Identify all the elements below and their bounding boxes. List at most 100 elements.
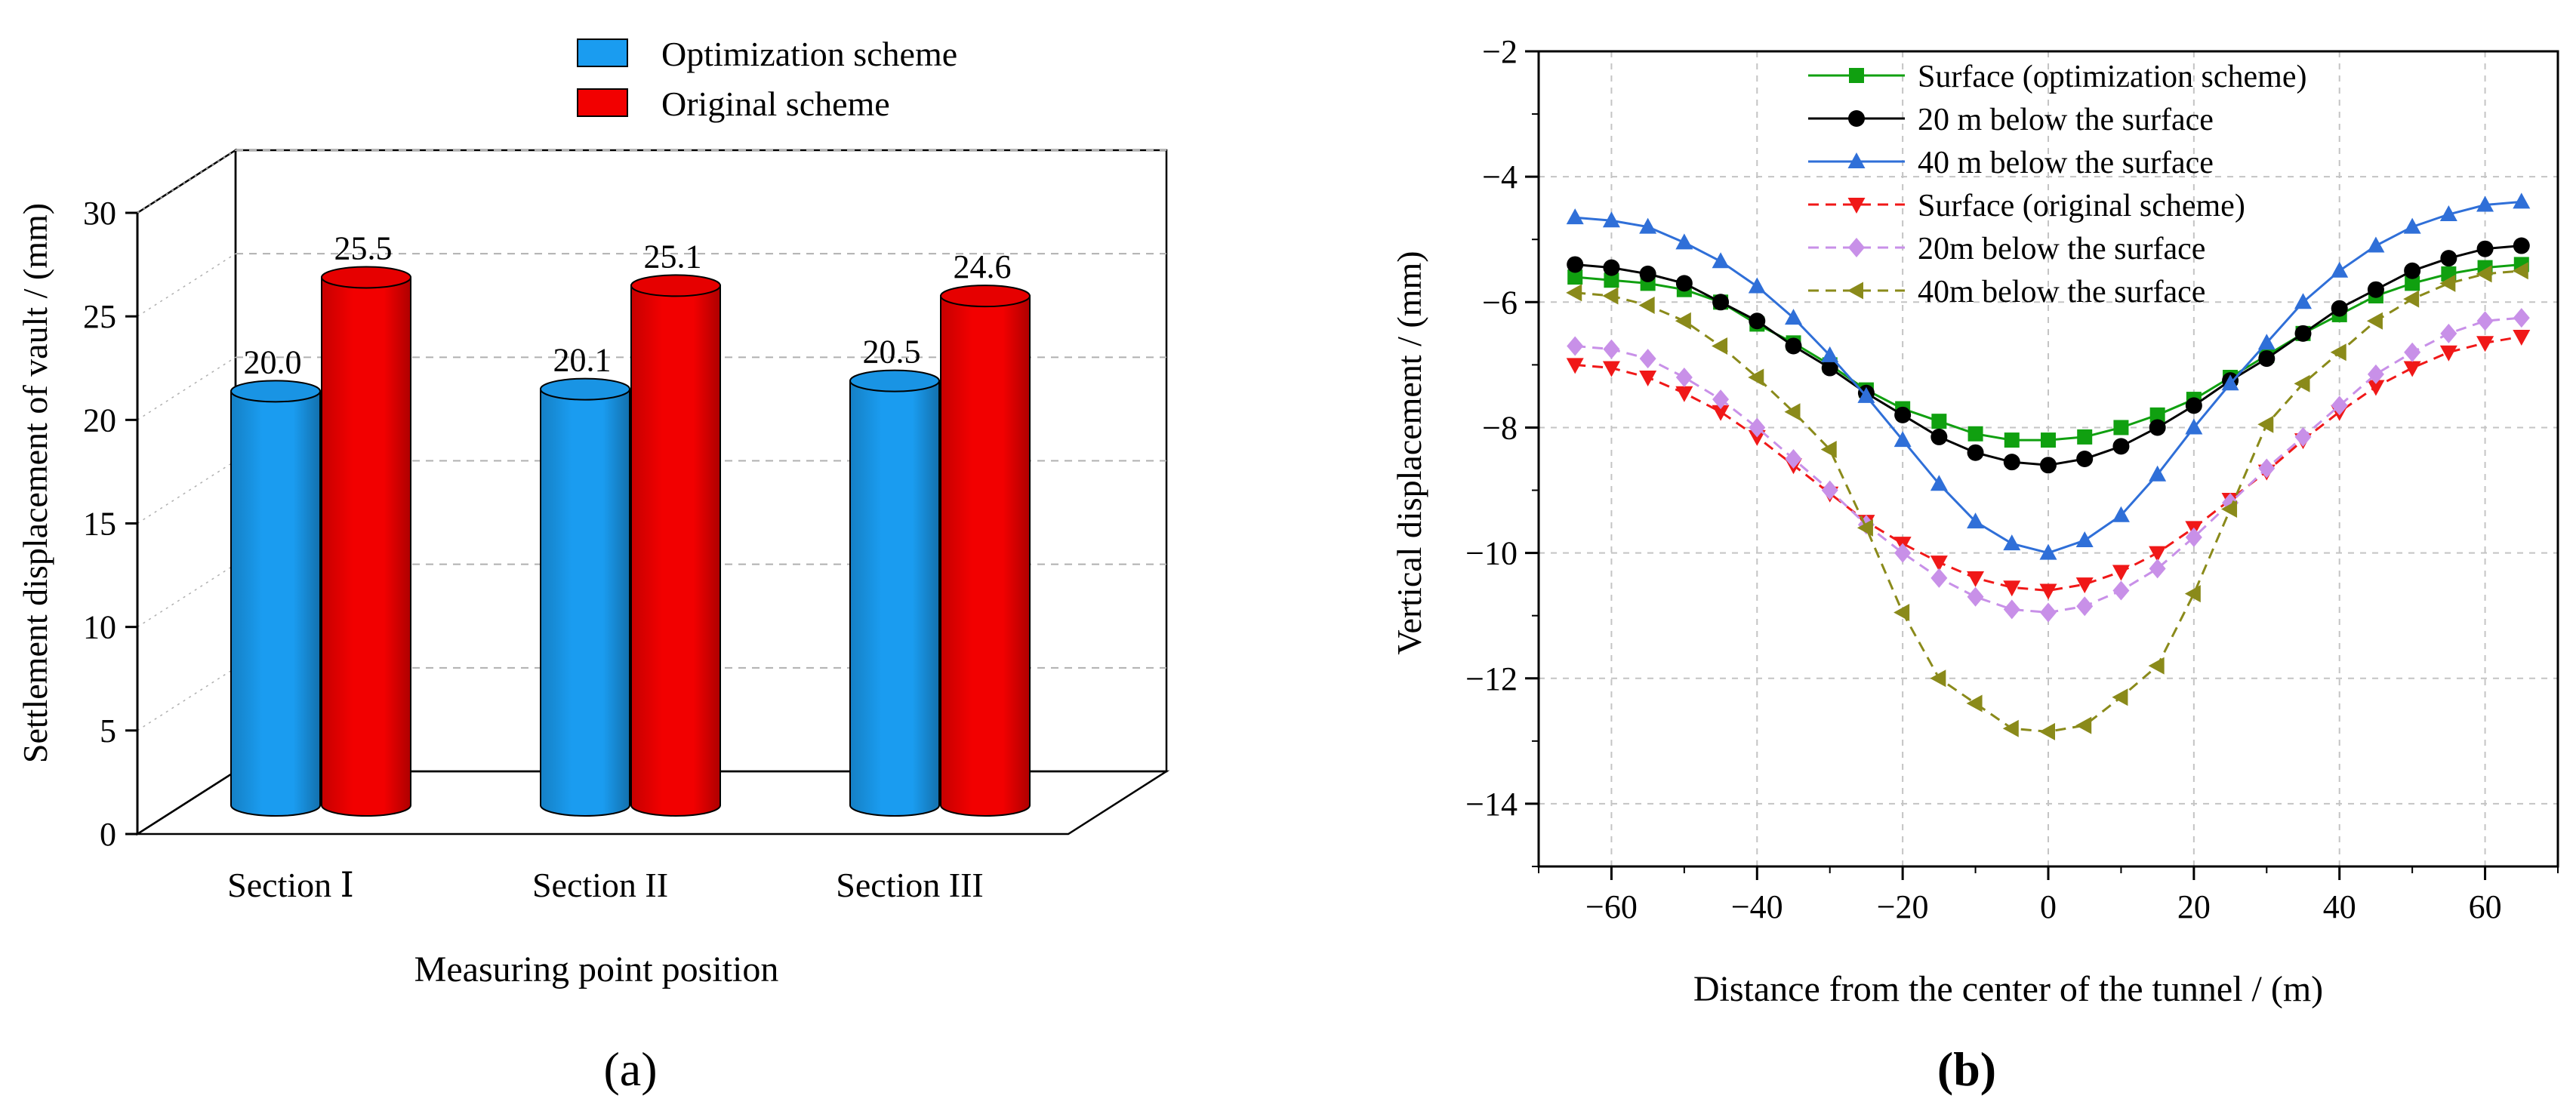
bar-chart-y-axis-label: Settlement displacement of vault / (mm) [16, 203, 54, 763]
data-point [1748, 368, 1764, 386]
data-point [2366, 312, 2383, 330]
y-tick-label: 20 [83, 402, 116, 439]
bar-value-label: 24.6 [954, 248, 1012, 285]
data-point [2476, 265, 2492, 283]
cylinder-body [849, 380, 940, 817]
data-point [2041, 432, 2056, 448]
data-point [2439, 274, 2456, 292]
series-6 [1566, 262, 2528, 740]
data-point [2257, 415, 2274, 433]
bar-value-label: 25.5 [334, 229, 393, 266]
data-point [2513, 330, 2531, 346]
data-point [1639, 349, 1656, 369]
data-point [2258, 458, 2276, 479]
data-point [2331, 261, 2349, 278]
bar-value-label: 25.1 [644, 238, 702, 275]
bar-original-2: 25.1 [630, 238, 721, 817]
data-point [1567, 336, 1584, 356]
y-tick-label: 25 [83, 298, 116, 335]
bar-chart-legend: Optimization scheme Original scheme [577, 35, 957, 123]
data-point [2403, 217, 2421, 234]
data-point [2476, 240, 2494, 257]
bar-chart-bars: 20.0 25.5 20.1 25.1 20.5 24.6 [230, 229, 1031, 817]
data-point [1604, 272, 1619, 288]
data-point [1857, 386, 1875, 403]
data-point [1603, 259, 1620, 276]
data-point [1821, 346, 1839, 362]
line-chart-x-ticks: −60 −40 −20 0 20 40 60 [1538, 866, 2559, 925]
cylinder-body [230, 390, 321, 817]
data-point [1785, 309, 1802, 325]
legend-label: 40 m below the surface [1918, 146, 2214, 180]
category-label: Section II [532, 866, 668, 904]
data-point [2185, 527, 2202, 547]
series-2 [1567, 237, 2530, 474]
data-point [1966, 694, 1983, 712]
data-point [2112, 688, 2128, 706]
data-point [2149, 465, 2167, 482]
y-tick-label: 30 [83, 195, 116, 232]
data-point [2076, 451, 2094, 467]
cylinder-top [630, 274, 721, 297]
x-tick-label: −40 [1731, 888, 1783, 925]
bar-value-label: 20.0 [244, 343, 302, 380]
category-label: Section Ⅰ [227, 866, 354, 904]
x-tick-label: −20 [1877, 888, 1929, 925]
line-chart-gridlines [1539, 51, 2558, 866]
data-point [1712, 405, 1730, 421]
legend-marker [1848, 238, 1865, 257]
legend-marker [1847, 198, 1866, 214]
data-point [1893, 431, 1912, 448]
data-point [2367, 236, 2385, 253]
legend-entry-6: 40m below the surface [1808, 275, 2205, 309]
data-point [1931, 414, 1947, 429]
cylinder-top [540, 377, 630, 401]
data-point [2294, 374, 2310, 392]
y-tick-label: 5 [100, 712, 116, 749]
data-point [2476, 336, 2494, 352]
data-point [2367, 364, 2384, 384]
data-point [2148, 657, 2165, 675]
panel-a-bar-chart: 0 5 10 15 20 25 30 20.0 25.5 20.1 25.1 20.5 24.6 Se… [16, 35, 1170, 1096]
data-point [1566, 208, 1584, 225]
data-point [1967, 571, 1985, 587]
data-point [2076, 596, 2094, 617]
legend-marker [1849, 68, 1864, 83]
line-chart-series [1566, 192, 2531, 740]
x-tick-label: 0 [2040, 888, 2057, 925]
data-point [1967, 512, 1985, 529]
data-point [1785, 449, 1802, 469]
data-point [1967, 586, 1984, 607]
data-point [2440, 323, 2457, 343]
data-point [2002, 719, 2019, 737]
data-point [1602, 361, 1620, 377]
data-point [2040, 602, 2057, 623]
cylinder-top [849, 369, 940, 392]
data-point [1602, 287, 1619, 305]
data-point [1967, 444, 1984, 461]
side-gridline [137, 356, 236, 420]
side-gridline [137, 253, 236, 317]
line-chart-y-ticks: −2 −4 −6 −8 −10 −12 −14 [1465, 33, 1539, 867]
data-point [2221, 374, 2239, 391]
data-point [2405, 275, 2420, 291]
data-point [2075, 531, 2094, 547]
data-point [2513, 237, 2530, 254]
data-point [1785, 337, 1802, 355]
legend-label: Surface (optimization scheme) [1918, 60, 2306, 94]
data-point [1749, 312, 1766, 330]
bar-chart-x-axis-label: Measuring point position [414, 949, 779, 989]
data-point [2112, 580, 2130, 601]
data-point [1675, 368, 1693, 387]
x-tick-label: 40 [2323, 888, 2356, 925]
panel-b-label: (b) [1937, 1042, 1996, 1096]
y-tick-label: −4 [1482, 158, 1518, 195]
series-line [1575, 335, 2522, 592]
side-gridline [137, 460, 236, 525]
data-point [1639, 217, 1657, 234]
line-chart-legend: Surface (optimization scheme) 20 m below … [1808, 60, 2306, 309]
data-point [1967, 426, 1983, 442]
cylinder-top [230, 380, 321, 403]
data-point [2221, 500, 2238, 518]
